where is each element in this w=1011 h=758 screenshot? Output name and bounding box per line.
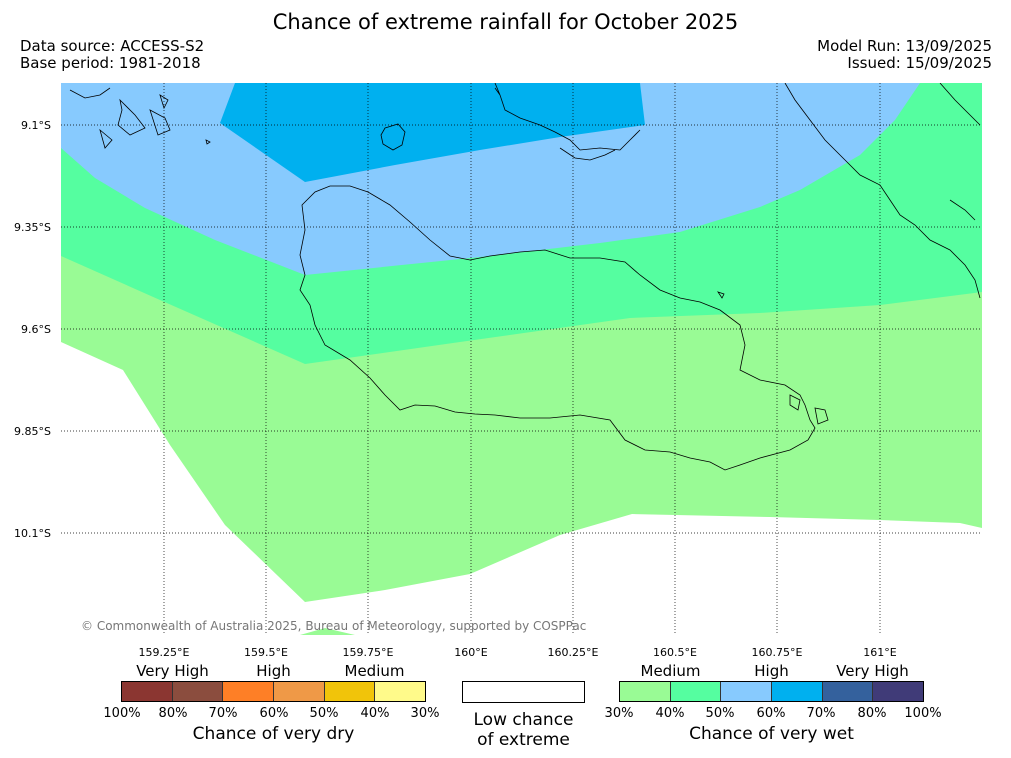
lon-label: 160.25°E <box>548 646 599 659</box>
dry-pct: 30% <box>410 706 440 721</box>
low-chance-title: Low chance of extreme <box>462 710 585 750</box>
latitude-labels: 9.1°S 9.35°S 9.6°S 9.85°S 10.1°S <box>14 119 51 540</box>
map-title: Chance of extreme rainfall for October 2… <box>272 10 739 34</box>
dry-cat-medium: Medium <box>344 662 405 680</box>
dry-pct: 70% <box>208 706 238 721</box>
dry-swatch <box>324 682 376 701</box>
wet-pct: 80% <box>857 706 887 721</box>
russell-islands-coast <box>69 87 171 149</box>
wet-pct: 50% <box>705 706 735 721</box>
islet-coast <box>380 123 406 151</box>
issued-date: Issued: 15/09/2025 <box>847 54 992 72</box>
wet-pct: 70% <box>806 706 836 721</box>
lon-label: 159.5°E <box>244 646 288 659</box>
model-run: Model Run: 13/09/2025 <box>817 37 992 55</box>
base-period: Base period: 1981-2018 <box>20 54 201 72</box>
lat-label: 9.1°S <box>21 119 51 132</box>
wet-legend-title: Chance of very wet <box>689 724 854 744</box>
low-chance-line2: of extreme <box>477 730 570 750</box>
wet-pct: 30% <box>604 706 634 721</box>
wet-cat-very-high: Very High <box>836 662 909 680</box>
wet-pct: 60% <box>756 706 786 721</box>
dry-pct: 50% <box>309 706 339 721</box>
lon-label: 160.5°E <box>653 646 697 659</box>
dry-cat-very-high: Very High <box>136 662 209 680</box>
dry-cat-high: High <box>256 662 291 680</box>
data-source: Data source: ACCESS-S2 <box>20 37 205 55</box>
dry-swatch <box>172 682 224 701</box>
lon-label: 160.75°E <box>752 646 803 659</box>
dry-pct: 40% <box>360 706 390 721</box>
wet-pct: 100% <box>904 706 942 721</box>
low-chance-line1: Low chance <box>473 710 574 730</box>
wet-swatch <box>822 682 874 701</box>
wet-cat-high: High <box>754 662 789 680</box>
source-info: Data source: ACCESS-S2 Base period: 1981… <box>20 38 204 72</box>
zone-medium-wet-sliver <box>300 628 355 635</box>
copyright-notice: © Commonwealth of Australia 2025, Bureau… <box>81 619 586 633</box>
lat-label: 9.85°S <box>14 425 51 438</box>
wet-cat-medium: Medium <box>640 662 701 680</box>
dry-colorbar <box>121 681 426 702</box>
run-info: Model Run: 13/09/2025 Issued: 15/09/2025 <box>817 38 992 72</box>
wet-colorbar <box>619 681 924 702</box>
lon-label: 159.25°E <box>139 646 190 659</box>
dry-swatch <box>274 682 325 701</box>
wet-pct: 40% <box>655 706 685 721</box>
dry-legend-title: Chance of very dry <box>192 724 355 744</box>
coastlines <box>69 83 981 471</box>
dry-swatch <box>223 682 275 701</box>
wet-swatch <box>670 682 722 701</box>
small-islands-coast <box>205 139 829 425</box>
longitude-labels: 159.25°E 159.5°E 159.75°E 160°E 160.25°E… <box>139 646 897 659</box>
dry-pct: 100% <box>103 706 141 721</box>
guadalcanal-coast <box>299 185 816 471</box>
lat-label: 9.6°S <box>21 323 51 336</box>
dry-swatch <box>122 682 173 701</box>
zone-high-very-wet <box>220 83 645 182</box>
dry-pct: 80% <box>158 706 188 721</box>
florida-islands-coast <box>494 83 641 161</box>
lat-label: 9.35°S <box>14 221 51 234</box>
wet-swatch <box>873 682 924 701</box>
malaita-coast <box>784 83 981 299</box>
lon-label: 159.75°E <box>343 646 394 659</box>
low-chance-swatch <box>462 681 585 703</box>
lon-label: 161°E <box>863 646 896 659</box>
wet-swatch <box>721 682 773 701</box>
lat-label: 10.1°S <box>14 527 51 540</box>
dry-pct: 60% <box>259 706 289 721</box>
map-area <box>61 83 982 635</box>
wet-swatch <box>772 682 823 701</box>
graticule <box>61 83 982 635</box>
dry-swatch <box>375 682 426 701</box>
lon-label: 160°E <box>454 646 487 659</box>
wet-swatch <box>620 682 671 701</box>
